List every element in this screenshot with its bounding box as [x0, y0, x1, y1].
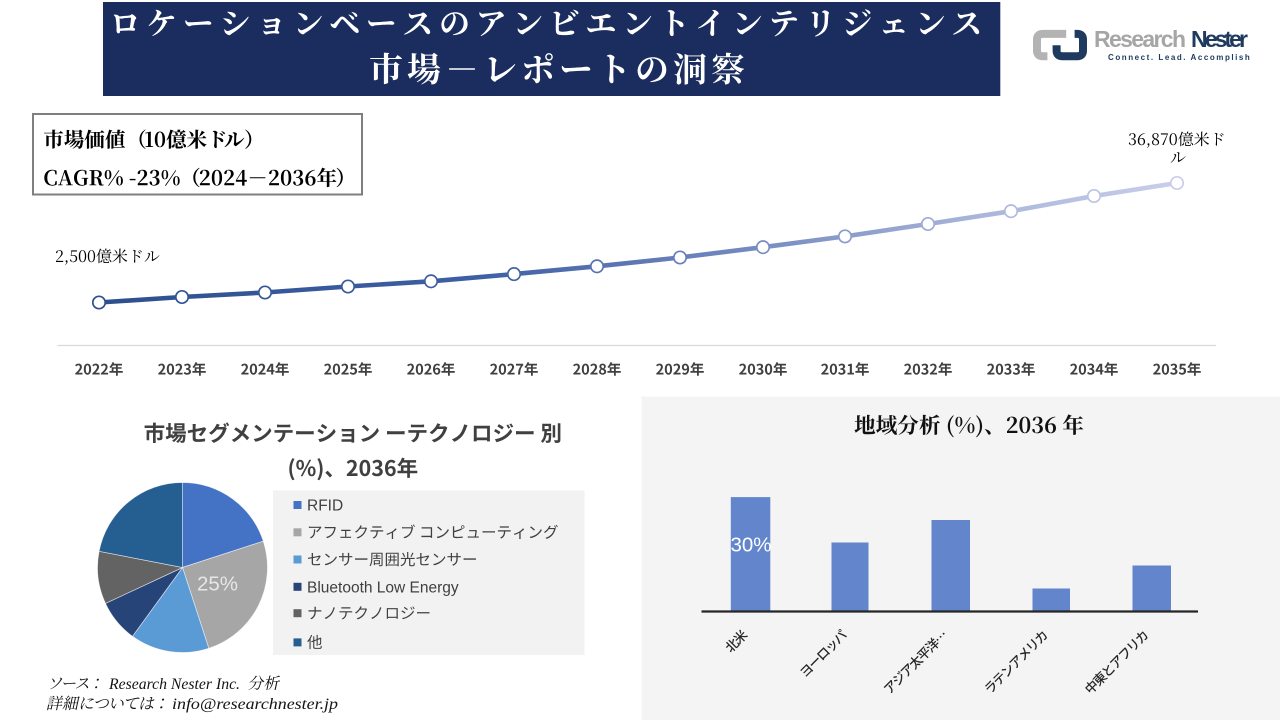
svg-text:Connect. Lead. Accomplish: Connect. Lead. Accomplish: [1108, 53, 1251, 62]
svg-text:30%: 30%: [731, 534, 772, 557]
svg-text:Bluetooth Low Energy: Bluetooth Low Energy: [307, 579, 459, 596]
svg-text:Nester: Nester: [1191, 26, 1248, 52]
svg-text:Research Nester Inc.: Research Nester Inc.: [108, 676, 240, 693]
svg-text:25%: 25%: [197, 573, 238, 596]
svg-text:info@researchnester.jp: info@researchnester.jp: [172, 695, 338, 713]
svg-text:RFID: RFID: [307, 498, 343, 515]
svg-text:Research: Research: [1094, 26, 1186, 52]
